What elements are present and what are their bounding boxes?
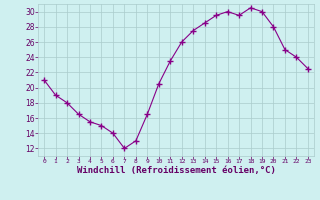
X-axis label: Windchill (Refroidissement éolien,°C): Windchill (Refroidissement éolien,°C) [76, 166, 276, 175]
